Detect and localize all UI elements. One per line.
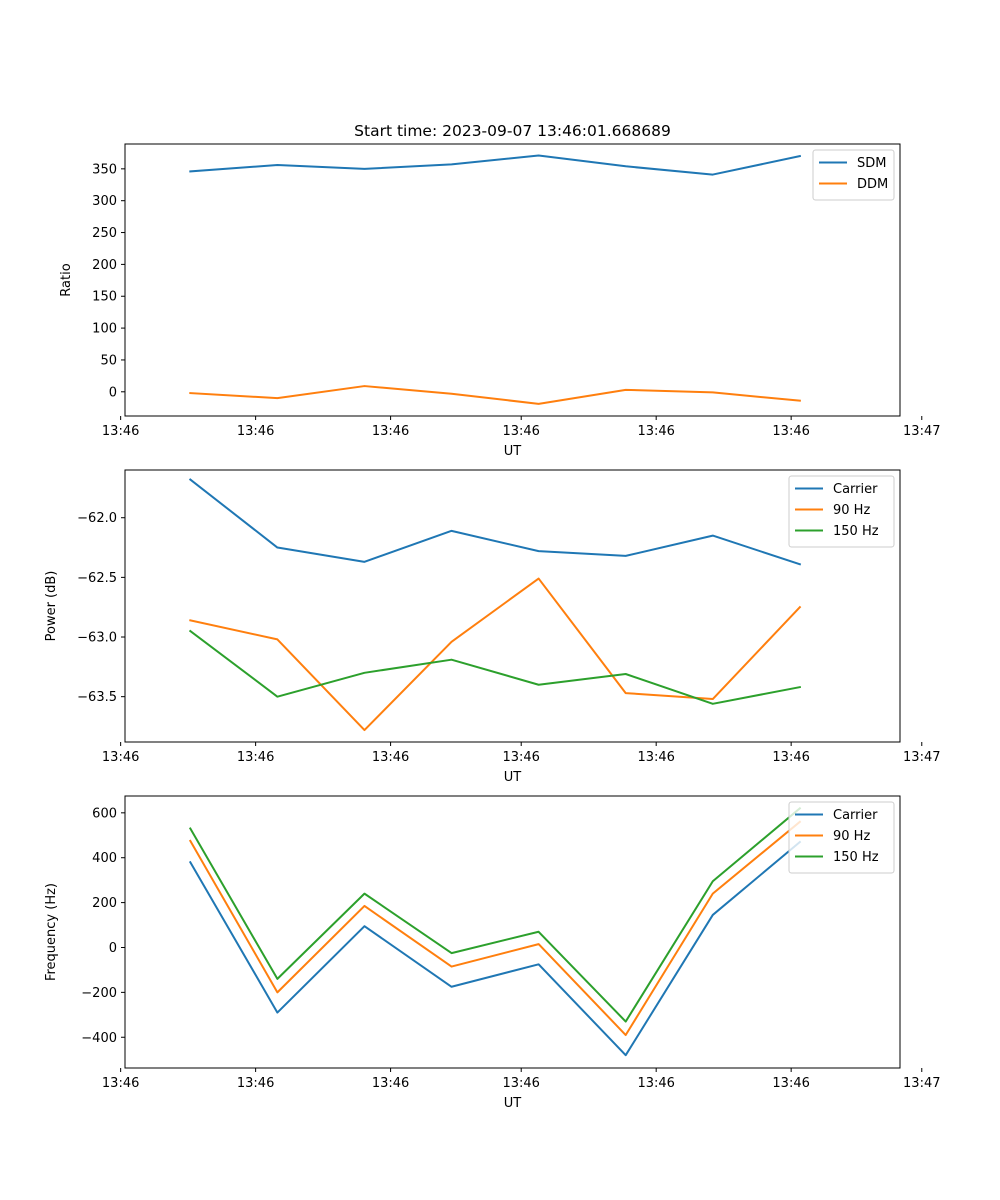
chart-2-x-tick-label: 13:46 (772, 750, 809, 765)
chart-3-y-axis-label: Frequency (Hz) (44, 883, 59, 981)
chart-1-y-tick-label: 50 (100, 353, 117, 368)
chart-3-series-90-hz-line (188, 820, 802, 1037)
chart-3-x-tick-label: 13:46 (502, 1076, 539, 1091)
chart-3-y-tick-label: 0 (109, 941, 117, 956)
chart-3-x-axis-label: UT (504, 1096, 522, 1111)
chart-1-x-tick-label: 13:46 (772, 424, 809, 439)
chart-1-y-tick-label: 150 (92, 290, 117, 305)
chart-2-y-tick-label: −62.5 (77, 571, 117, 586)
chart-2-x-tick-label: 13:46 (372, 750, 409, 765)
chart-2-y-tick-label: −63.5 (77, 690, 117, 705)
chart-2-y-tick-label: −63.0 (77, 631, 117, 646)
chart-3-y-tick-label: −200 (81, 986, 117, 1001)
chart-1-y-tick-label: 100 (92, 322, 117, 337)
chart-2-legend-label-90-hz: 90 Hz (833, 503, 870, 518)
chart-2-y-axis-label: Power (dB) (44, 571, 59, 642)
figure-title: Start time: 2023-09-07 13:46:01.668689 (354, 122, 671, 140)
chart-2-y-tick-label: −62.0 (77, 511, 117, 526)
panels: 13:46 13:46 13:46 13:46 13:46 13:46 13:47 0 50 10… (44, 143, 941, 1111)
chart-3-x-tick-label: 13:46 (102, 1076, 139, 1091)
chart-2-x-tick-label: 13:46 (502, 750, 539, 765)
chart-1-x-axis-label: UT (504, 444, 522, 459)
chart-1-y-axis-label: Ratio (59, 263, 74, 296)
chart-3-legend-label-150-hz: 150 Hz (833, 850, 879, 865)
chart-3-y-tick-label: 200 (92, 896, 117, 911)
chart-1-y-tick-label: 350 (92, 162, 117, 177)
chart-3-y-tick-label: −400 (81, 1031, 117, 1046)
chart-3: 13:46 13:46 13:46 13:46 13:46 13:46 13:47 −400 −… (44, 795, 941, 1111)
chart-1-legend-label-ddm: DDM (857, 177, 888, 192)
chart-1-y-tick-label: 0 (109, 385, 117, 400)
chart-2-series-150-hz-line (188, 629, 802, 705)
chart-2-x-tick-label: 13:46 (637, 750, 674, 765)
chart-1-series-ddm-line (189, 385, 801, 405)
chart-1-x-tick-label: 13:46 (237, 424, 274, 439)
chart-3-series-150-hz-line (188, 806, 802, 1023)
chart-1: 13:46 13:46 13:46 13:46 13:46 13:46 13:47 0 50 10… (59, 143, 941, 459)
chart-3-legend: Carrier 90 Hz 150 Hz (788, 801, 895, 874)
chart-2-x-tick-label: 13:47 (903, 750, 940, 765)
chart-1-x-tick-label: 13:46 (372, 424, 409, 439)
chart-1-x-tick-label: 13:46 (637, 424, 674, 439)
chart-3-x-tick-label: 13:46 (237, 1076, 274, 1091)
chart-1-series-sdm-line (189, 154, 802, 176)
chart-3-series-carrier-line (188, 840, 802, 1057)
chart-1-y-tick-label: 200 (92, 258, 117, 273)
chart-1-y-tick-label: 300 (92, 194, 117, 209)
chart-3-y-tick-label: 600 (92, 806, 117, 821)
chart-3-legend-label-90-hz: 90 Hz (833, 829, 870, 844)
chart-1-x-tick-label: 13:46 (102, 424, 139, 439)
chart-2-axes-frame (124, 469, 901, 743)
chart-2-legend-label-150-hz: 150 Hz (833, 524, 879, 539)
chart-2-series-carrier-line (188, 478, 802, 566)
chart-1-legend-label-sdm: SDM (857, 156, 886, 171)
chart-2-legend-label-carrier: Carrier (833, 482, 878, 497)
chart-1-axes-frame (124, 143, 901, 417)
chart-1-x-tick-label: 13:47 (903, 424, 940, 439)
chart-1-x-tick-label: 13:46 (502, 424, 539, 439)
chart-3-y-tick-label: 400 (92, 851, 117, 866)
chart-3-legend-box (788, 801, 895, 874)
chart-1-y-tick-label: 250 (92, 226, 117, 241)
chart-2-x-axis-label: UT (504, 770, 522, 785)
chart-2: 13:46 13:46 13:46 13:46 13:46 13:46 13:47 −63.5… (44, 469, 941, 785)
chart-3-axes-frame (124, 795, 901, 1069)
chart-3-x-tick-label: 13:46 (772, 1076, 809, 1091)
chart-2-x-tick-label: 13:46 (102, 750, 139, 765)
chart-3-legend-label-carrier: Carrier (833, 808, 878, 823)
chart-3-x-tick-label: 13:47 (903, 1076, 940, 1091)
chart-2-x-tick-label: 13:46 (237, 750, 274, 765)
chart-3-x-tick-label: 13:46 (372, 1076, 409, 1091)
chart-1-legend: SDM DDM (812, 149, 895, 201)
chart-2-legend: Carrier 90 Hz 150 Hz (788, 475, 895, 548)
chart-3-x-tick-label: 13:46 (637, 1076, 674, 1091)
chart-2-legend-box (788, 475, 895, 548)
